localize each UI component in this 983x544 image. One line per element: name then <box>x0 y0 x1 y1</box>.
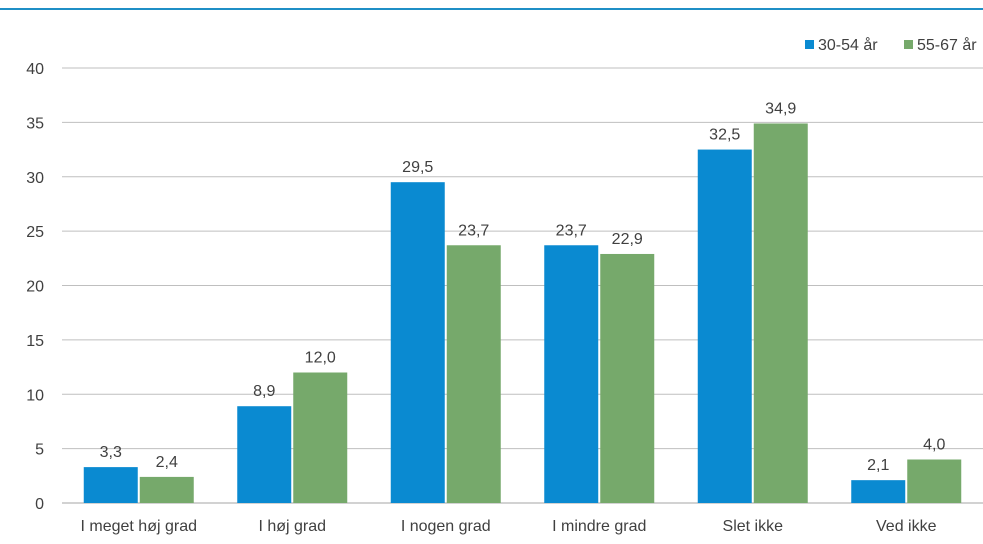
gridlines <box>62 67 983 504</box>
y-tick-label: 35 <box>26 115 44 132</box>
bar-series-1-2 <box>390 182 445 503</box>
data-label: 22,9 <box>612 231 643 248</box>
data-label: 32,5 <box>709 127 740 144</box>
category-label: I meget høj grad <box>81 518 198 535</box>
bar-series-2-2 <box>446 245 501 503</box>
y-tick-label: 30 <box>26 170 44 187</box>
bar-series-2-0 <box>139 476 194 503</box>
bar-series-2-3 <box>600 253 655 503</box>
y-tick-label: 40 <box>26 61 44 78</box>
legend-swatch <box>805 40 814 49</box>
bar-series-2-5 <box>907 459 962 503</box>
bar-series-1-4 <box>697 149 752 503</box>
data-label: 29,5 <box>402 159 433 176</box>
bar-series-1-0 <box>83 467 138 503</box>
category-label: Ved ikke <box>876 518 937 535</box>
data-label: 3,3 <box>100 444 122 461</box>
y-tick-label: 0 <box>35 496 44 513</box>
legend-label: 55-67 år <box>917 36 977 54</box>
legend: 30-54 år 55-67 år <box>805 36 977 54</box>
category-label: I høj grad <box>258 518 326 535</box>
data-label: 2,1 <box>867 457 889 474</box>
bar-series-2-4 <box>753 123 808 504</box>
x-axis-categories: I meget høj grad I høj grad I nogen grad I … <box>81 518 937 535</box>
category-label: I nogen grad <box>401 518 491 535</box>
data-label: 23,7 <box>458 222 489 239</box>
legend-swatch <box>904 40 913 49</box>
bar-series-1-1 <box>237 406 292 503</box>
y-axis-ticks: 0 5 10 15 20 25 30 35 40 <box>26 61 44 513</box>
category-label: Slet ikke <box>723 518 784 535</box>
y-tick-label: 10 <box>26 387 44 404</box>
bar-series-1-3 <box>544 245 599 503</box>
bars <box>83 123 962 504</box>
y-tick-label: 5 <box>35 442 44 459</box>
category-label: I mindre grad <box>552 518 646 535</box>
data-label: 12,0 <box>305 350 336 367</box>
y-tick-label: 20 <box>26 279 44 296</box>
y-tick-label: 15 <box>26 333 44 350</box>
data-label: 23,7 <box>556 222 587 239</box>
data-label: 4,0 <box>923 437 945 454</box>
data-label: 34,9 <box>765 100 796 117</box>
data-label: 2,4 <box>156 454 178 471</box>
data-labels: 3,3 2,4 8,9 12,0 29,5 23,7 23,7 22,9 32,5 34,9 2,1… <box>100 100 946 474</box>
bar-series-2-1 <box>293 372 348 503</box>
y-tick-label: 25 <box>26 224 44 241</box>
data-label: 8,9 <box>253 383 275 400</box>
bar-series-1-5 <box>851 480 906 503</box>
legend-label: 30-54 år <box>818 36 878 54</box>
